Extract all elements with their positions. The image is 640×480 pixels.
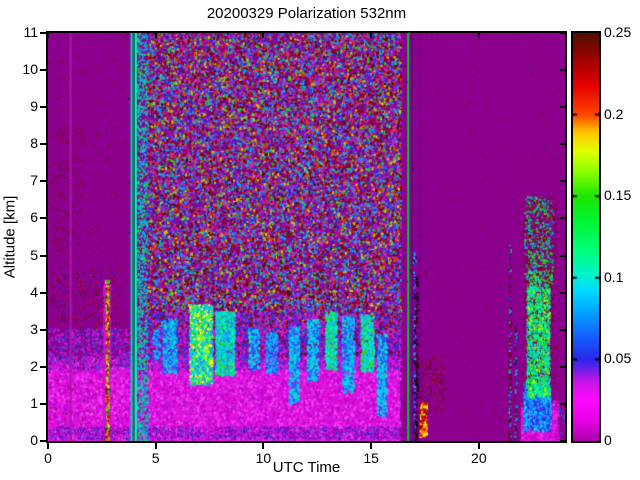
y-tick-label: 10 <box>22 61 38 78</box>
colorbar-tick-label: 0 <box>604 432 612 448</box>
y-tick-mark <box>40 440 46 442</box>
y-tick-mark-right <box>560 365 565 368</box>
y-tick-mark <box>40 143 46 146</box>
x-tick-label: 0 <box>44 450 52 466</box>
x-tick-mark-top <box>370 33 373 38</box>
y-tick-mark <box>40 69 46 72</box>
x-tick-mark-top <box>262 33 265 38</box>
y-tick-mark <box>40 291 46 294</box>
x-tick-mark-top <box>154 33 157 38</box>
y-tick-label: 9 <box>30 98 38 115</box>
x-tick-mark <box>370 443 373 449</box>
y-tick-mark-right <box>560 440 565 442</box>
y-tick-label: 3 <box>30 320 38 337</box>
y-tick-mark-right <box>560 402 565 405</box>
y-tick-label: 11 <box>23 24 38 40</box>
colorbar-tick-label: 0.05 <box>604 350 632 367</box>
y-tick-mark-right <box>560 106 565 109</box>
y-tick-mark <box>40 180 46 183</box>
y-tick-mark <box>40 106 46 109</box>
colorbar-tick-label: 0.25 <box>604 24 632 40</box>
y-tick-label: 1 <box>30 394 38 411</box>
y-tick-mark-right <box>560 291 565 294</box>
chart-title: 20200329 Polarization 532nm <box>206 5 407 22</box>
y-tick-mark-right <box>560 69 565 72</box>
x-tick-mark-top <box>477 33 480 38</box>
y-axis-label: Altitude [km] <box>1 195 19 279</box>
y-tick-label: 2 <box>30 357 38 374</box>
y-tick-label: 7 <box>30 172 38 189</box>
y-tick-mark <box>40 217 46 220</box>
x-tick-label: 5 <box>151 450 160 466</box>
y-tick-mark-right <box>560 32 565 34</box>
colorbar-canvas <box>573 33 599 441</box>
x-tick-label: 20 <box>471 450 487 466</box>
y-tick-mark-right <box>560 254 565 257</box>
x-axis-label: UTC Time <box>272 459 341 476</box>
x-tick-mark <box>47 443 49 449</box>
y-tick-mark-right <box>560 217 565 220</box>
y-tick-label: 5 <box>30 246 38 263</box>
heatmap-canvas <box>48 33 565 441</box>
plot-area <box>46 31 567 443</box>
colorbar <box>571 31 601 443</box>
y-tick-label: 8 <box>30 135 38 152</box>
colorbar-tick-label: 0.15 <box>604 187 632 204</box>
y-tick-mark <box>40 328 46 331</box>
y-tick-mark-right <box>560 180 565 183</box>
colorbar-tick-label: 0.1 <box>604 268 624 285</box>
x-tick-mark <box>154 443 157 449</box>
colorbar-tick-label: 0.2 <box>604 105 624 122</box>
x-tick-mark <box>477 443 480 449</box>
x-tick-label: 10 <box>255 450 272 466</box>
y-tick-mark <box>40 32 46 34</box>
x-tick-label: 15 <box>363 450 379 466</box>
y-tick-mark-right <box>560 328 565 331</box>
y-tick-label: 6 <box>30 209 38 226</box>
y-tick-label: 0 <box>30 432 38 448</box>
y-tick-label: 4 <box>30 283 38 300</box>
y-tick-mark <box>40 365 46 368</box>
y-tick-mark-right <box>560 143 565 146</box>
x-tick-mark-top <box>47 33 49 38</box>
x-tick-mark <box>262 443 265 449</box>
y-tick-mark <box>40 402 46 405</box>
y-tick-mark <box>40 254 46 257</box>
